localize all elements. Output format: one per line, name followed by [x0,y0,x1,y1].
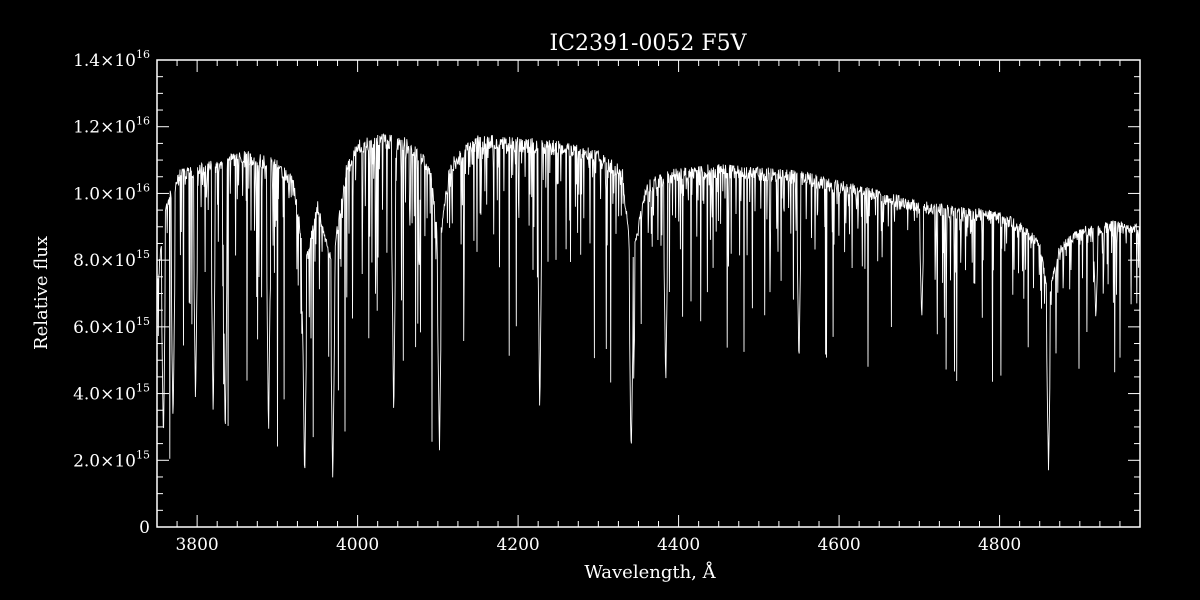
y-axis: 0 2.0×1015 4.0×1015 6.0×1015 8.0×1015 1.0×101… [73,48,1140,538]
x-tick-label: 4600 [817,535,860,555]
x-tick-label: 4200 [496,535,539,555]
y-tick-label: 1.2×1016 [73,115,150,138]
y-tick-label: 0 [139,518,150,538]
x-axis-title: Wavelength, Å [584,561,716,583]
x-tick-label: 4000 [336,535,379,555]
y-tick-label: 8.0×1015 [73,248,150,271]
y-tick-label: 2.0×1015 [73,448,150,471]
x-tick-label: 4400 [657,535,700,555]
x-tick-label: 3800 [175,535,218,555]
chart-title: IC2391-0052 F5V [549,31,747,56]
y-tick-label: 1.4×1016 [73,48,150,71]
y-tick-label: 4.0×1015 [73,382,150,405]
x-axis: 3800 4000 4200 4400 4600 4800 [156,60,1141,555]
x-tick-label: 4800 [978,535,1021,555]
y-axis-title: Relative flux [31,236,52,350]
y-tick-label: 1.0×1016 [73,181,150,204]
spectrum-series [156,132,1141,478]
y-tick-label: 6.0×1015 [73,315,150,338]
spectrum-line [156,132,1141,478]
